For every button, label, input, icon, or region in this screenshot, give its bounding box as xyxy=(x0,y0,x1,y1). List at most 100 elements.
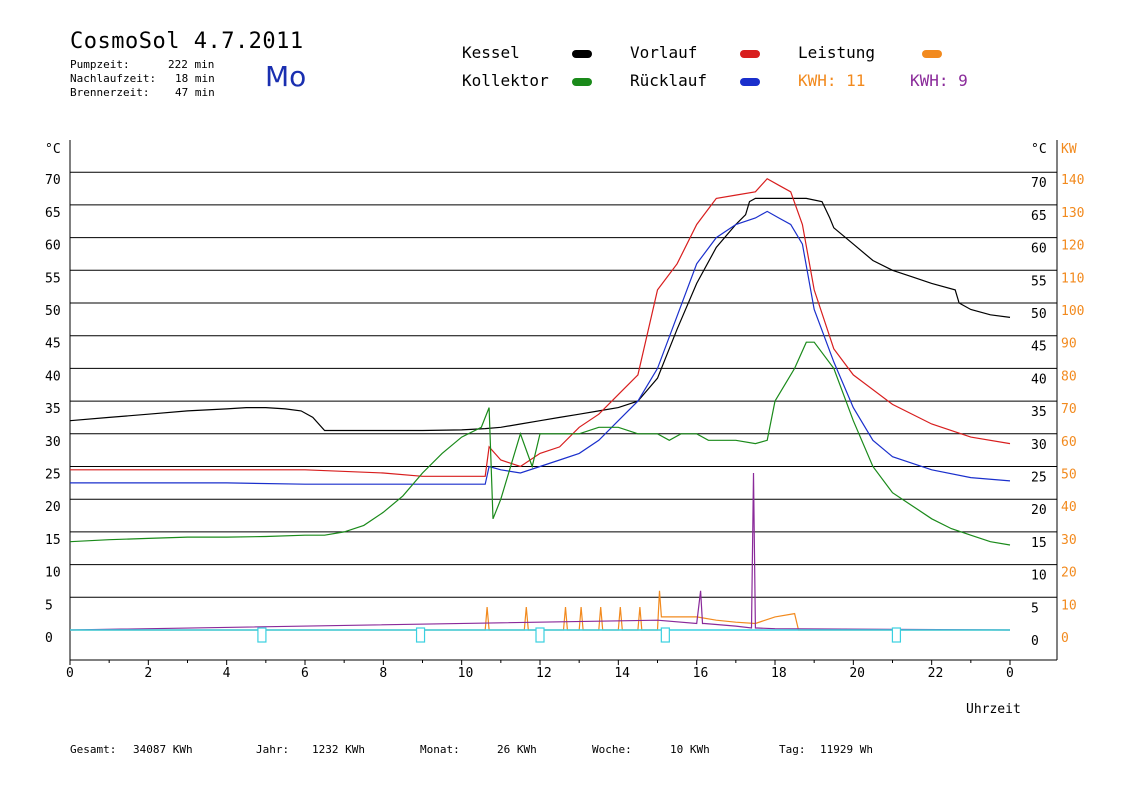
x-tick-label: 4 xyxy=(223,666,231,681)
y-tick-label-left: 30 xyxy=(45,435,61,450)
y-tick-label-right: 10 xyxy=(1031,569,1047,584)
pump-marker xyxy=(257,627,267,643)
series-line-kessel xyxy=(69,197,1011,432)
stat-label-brennerzeit: Brennerzeit: xyxy=(70,86,150,99)
y-axis-label-right-kw: KW xyxy=(1061,142,1077,157)
x-axis-label: Uhrzeit xyxy=(966,702,1021,717)
y-axis-label-right-celsius: °C xyxy=(1031,142,1047,157)
y-tick-label-left: 70 xyxy=(45,173,61,188)
x-tick-label: 2 xyxy=(144,666,152,681)
legend-vorlauf-swatch xyxy=(740,50,760,58)
y-tick-label-kw: 10 xyxy=(1061,598,1077,613)
pump-marker xyxy=(660,627,670,643)
y-axis-label-left: °C xyxy=(45,142,61,157)
x-tick-label: 20 xyxy=(849,666,865,681)
y-tick-label-right: 70 xyxy=(1031,176,1047,191)
y-tick-label-right: 45 xyxy=(1031,340,1047,355)
y-tick-label-right: 25 xyxy=(1031,471,1047,486)
y-tick-label-kw: 50 xyxy=(1061,468,1077,483)
y-tick-label-left: 15 xyxy=(45,533,61,548)
y-tick-label-kw: 130 xyxy=(1061,206,1084,221)
legend-kollektor: Kollektor xyxy=(462,71,549,90)
footer-gesamt-value: 34087 KWh xyxy=(133,743,193,756)
y-tick-label-right: 5 xyxy=(1031,601,1039,616)
y-tick-label-left: 20 xyxy=(45,500,61,515)
x-tick-label: 12 xyxy=(536,666,552,681)
y-tick-label-right: 0 xyxy=(1031,634,1039,649)
stat-value-pumpzeit: 222 min xyxy=(168,58,215,71)
y-tick-label-kw: 0 xyxy=(1061,631,1069,646)
y-tick-label-right: 65 xyxy=(1031,209,1047,224)
footer-monat-value: 26 KWh xyxy=(497,743,537,756)
stat-value-nachlaufzeit: 18 min xyxy=(175,72,215,85)
legend-kollektor-swatch xyxy=(572,78,592,86)
y-tick-label-kw: 90 xyxy=(1061,337,1077,352)
footer-monat-label: Monat: xyxy=(420,743,460,756)
series-line-kwh-purple xyxy=(69,472,1011,631)
y-tick-label-kw: 110 xyxy=(1061,271,1084,286)
y-tick-label-kw: 120 xyxy=(1061,239,1084,254)
y-tick-label-kw: 140 xyxy=(1061,173,1084,188)
weekday-label: Mo xyxy=(265,60,307,93)
legend-kessel: Kessel xyxy=(462,43,520,62)
y-tick-label-left: 65 xyxy=(45,206,61,221)
y-tick-label-right: 40 xyxy=(1031,372,1047,387)
legend-vorlauf: Vorlauf xyxy=(630,43,698,62)
y-tick-label-right: 55 xyxy=(1031,274,1047,289)
y-tick-label-kw: 80 xyxy=(1061,369,1077,384)
x-tick-label: 18 xyxy=(771,666,787,681)
series-line-r-cklauf xyxy=(70,210,1011,485)
legend-leistung-swatch xyxy=(922,50,942,58)
pump-marker xyxy=(415,627,426,643)
legend-ruecklauf-swatch xyxy=(740,78,760,86)
y-tick-label-left: 35 xyxy=(45,402,61,417)
footer-tag-value: 11929 Wh xyxy=(820,743,873,756)
y-tick-label-right: 30 xyxy=(1031,438,1047,453)
y-tick-label-kw: 100 xyxy=(1061,304,1084,319)
footer-tag-label: Tag: xyxy=(779,743,806,756)
y-tick-label-left: 40 xyxy=(45,369,61,384)
x-tick-label: 10 xyxy=(458,666,474,681)
legend-kessel-swatch xyxy=(572,50,592,58)
stat-value-brennerzeit: 47 min xyxy=(175,86,215,99)
chart-title: CosmoSol 4.7.2011 xyxy=(70,29,304,54)
pump-marker xyxy=(891,627,902,643)
y-tick-label-left: 25 xyxy=(45,468,61,483)
legend-leistung: Leistung xyxy=(798,43,876,62)
footer-jahr-label: Jahr: xyxy=(256,743,290,756)
x-tick-label: 6 xyxy=(301,666,309,681)
stat-label-pumpzeit: Pumpzeit: xyxy=(70,58,130,71)
x-tick-label: 0 xyxy=(66,666,74,681)
y-tick-label-left: 60 xyxy=(45,239,61,254)
footer-gesamt-label: Gesamt: xyxy=(70,743,117,756)
y-tick-label-left: 55 xyxy=(45,271,61,286)
footer-woche-value: 10 KWh xyxy=(670,743,710,756)
series-line-leistung xyxy=(70,590,1010,631)
y-tick-label-kw: 30 xyxy=(1061,533,1077,548)
y-tick-label-left: 10 xyxy=(45,566,61,581)
footer-woche-label: Woche: xyxy=(592,743,632,756)
y-tick-label-kw: 40 xyxy=(1061,500,1077,515)
footer-jahr-value: 1232 KWh xyxy=(312,743,365,756)
x-tick-label: 8 xyxy=(379,666,387,681)
y-tick-label-right: 60 xyxy=(1031,242,1047,257)
y-tick-label-right: 35 xyxy=(1031,405,1047,420)
y-tick-label-left: 0 xyxy=(45,631,53,646)
x-tick-label: 14 xyxy=(614,666,630,681)
series-line-kollektor xyxy=(69,341,1011,546)
y-tick-label-kw: 60 xyxy=(1061,435,1077,450)
y-tick-label-right: 50 xyxy=(1031,307,1047,322)
stat-label-nachlaufzeit: Nachlaufzeit: xyxy=(70,72,157,85)
y-tick-label-right: 15 xyxy=(1031,536,1047,551)
x-tick-label: 16 xyxy=(693,666,709,681)
y-tick-label-left: 45 xyxy=(45,337,61,352)
legend-kwh-purple: KWH: 9 xyxy=(910,71,968,90)
y-tick-label-left: 5 xyxy=(45,598,53,613)
legend-kwh-orange: KWH: 11 xyxy=(798,71,866,90)
pump-marker xyxy=(535,627,545,643)
x-tick-label: 22 xyxy=(928,666,944,681)
series-line-vorlauf xyxy=(70,177,1011,477)
y-tick-label-left: 50 xyxy=(45,304,61,319)
x-tick-label: 0 xyxy=(1006,666,1014,681)
